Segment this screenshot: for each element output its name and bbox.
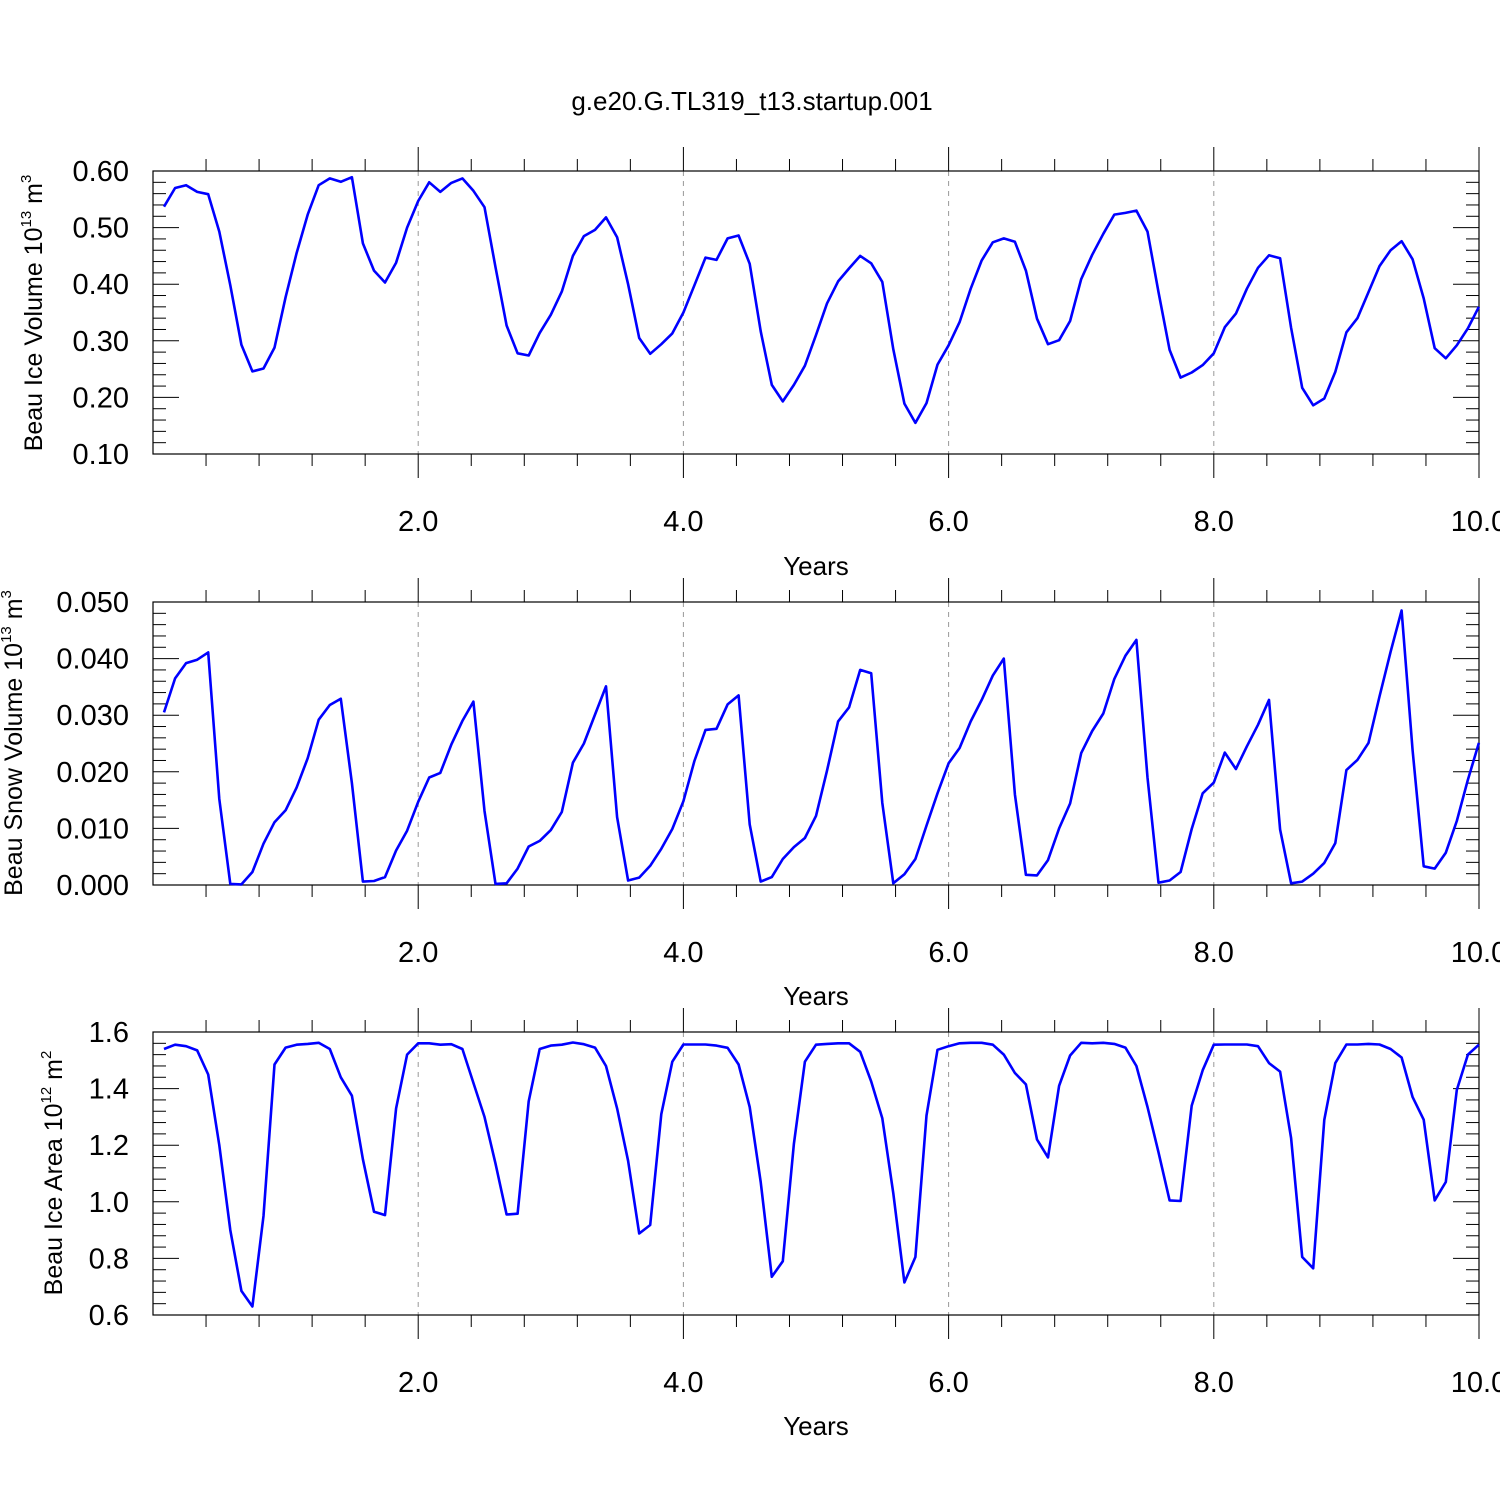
snow-volume-ytick-label: 0.050 xyxy=(56,587,129,619)
ice-area-xlabel: Years xyxy=(783,1411,849,1441)
ice-volume-series-line xyxy=(162,175,1481,425)
ice-area-ytick-label: 1.2 xyxy=(89,1130,129,1162)
ice-volume-xtick-label: 10.0 xyxy=(1451,506,1500,538)
ice-volume-xtick-label: 8.0 xyxy=(1194,506,1234,538)
snow-volume-ylabel: Beau Snow Volume 1013 m3 xyxy=(0,590,28,896)
snow-volume-xtick-label: 6.0 xyxy=(928,937,968,969)
snow-volume-ytick-label: 0.040 xyxy=(56,644,129,676)
ice-volume-ytick-label: 0.10 xyxy=(73,439,129,471)
snow-volume-xlabel: Years xyxy=(783,981,849,1011)
snow-volume-series-line xyxy=(162,609,1481,886)
ice-area-xtick-label: 2.0 xyxy=(398,1367,438,1399)
ice-area-ytick-label: 1.4 xyxy=(89,1074,129,1106)
snow-volume-ytick-label: 0.010 xyxy=(56,813,129,845)
ice-volume-ytick-label: 0.40 xyxy=(73,269,129,301)
snow-volume-xtick-label: 8.0 xyxy=(1194,937,1234,969)
snow-volume-xtick-label: 2.0 xyxy=(398,937,438,969)
ice-area-plot-frame xyxy=(152,1031,1480,1316)
ice-area-ylabel: Beau Ice Area 1012 m2 xyxy=(38,1051,68,1296)
ice-area-ytick-label: 0.6 xyxy=(89,1300,129,1332)
ice-area-ytick-label: 1.0 xyxy=(89,1187,129,1219)
snow-volume-xtick-label: 4.0 xyxy=(663,937,703,969)
ice-volume-ylabel: Beau Ice Volume 1013 m3 xyxy=(18,175,48,452)
ice-area-series-line xyxy=(163,1041,1480,1308)
ice-volume-panel: Beau Ice Volume 1013 m3 Years 2.0 4.0 6.0 8… xyxy=(18,147,1500,581)
ice-volume-xtick-label: 2.0 xyxy=(398,506,438,538)
chart-title: g.e20.G.TL319_t13.startup.001 xyxy=(571,86,932,116)
ice-volume-plot-frame xyxy=(152,170,1480,455)
snow-volume-panel: Beau Snow Volume 1013 m3 Years 2.0 4.0 6.0… xyxy=(0,578,1500,1011)
ice-volume-ytick-label: 0.50 xyxy=(73,213,129,245)
ice-volume-xtick-label: 4.0 xyxy=(663,506,703,538)
ice-area-xtick-label: 10.0 xyxy=(1451,1367,1500,1399)
ice-area-ytick-label: 1.6 xyxy=(89,1017,129,1049)
snow-volume-plot-frame xyxy=(152,601,1480,886)
snow-volume-ytick-label: 0.000 xyxy=(56,870,129,902)
ice-volume-ytick-label: 0.20 xyxy=(73,382,129,414)
ice-volume-ytick-label: 0.30 xyxy=(73,326,129,358)
snow-volume-xtick-label: 10.0 xyxy=(1451,937,1500,969)
ice-area-ytick-label: 0.8 xyxy=(89,1243,129,1275)
ice-volume-xlabel: Years xyxy=(783,551,849,581)
snow-volume-ytick-label: 0.030 xyxy=(56,700,129,732)
ice-volume-ytick-label: 0.60 xyxy=(73,156,129,188)
snow-volume-ytick-label: 0.020 xyxy=(56,757,129,789)
ice-area-xtick-label: 6.0 xyxy=(928,1367,968,1399)
ice-area-xtick-label: 8.0 xyxy=(1194,1367,1234,1399)
ice-volume-xtick-label: 6.0 xyxy=(928,506,968,538)
ice-area-xtick-label: 4.0 xyxy=(663,1367,703,1399)
ice-area-panel: Beau Ice Area 1012 m2 Years 2.0 4.0 6.0 8.0… xyxy=(38,1008,1500,1441)
